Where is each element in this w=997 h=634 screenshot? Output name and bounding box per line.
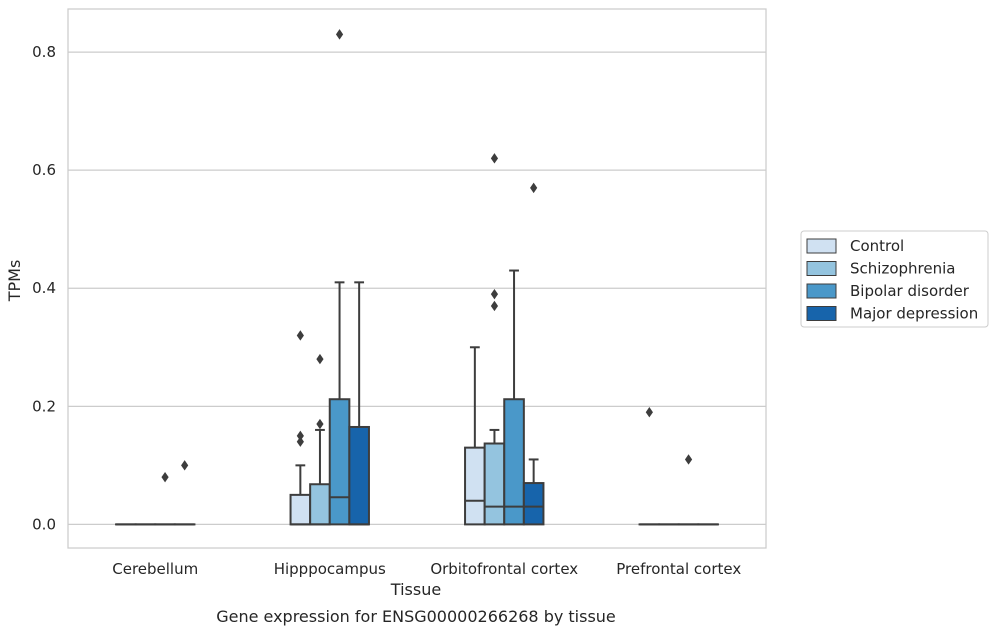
legend-entry: Control: [806, 237, 904, 255]
outlier-point: [490, 153, 499, 164]
box-body: [522, 482, 545, 526]
y-axis-label: TPMs: [5, 260, 24, 303]
gridlines: [68, 51, 766, 526]
legend-entry: Schizophrenia: [806, 260, 955, 278]
box-body: [483, 442, 506, 526]
plot-frame: [67, 8, 767, 549]
box-body: [348, 425, 370, 526]
y-tick-label: 0.6: [32, 161, 56, 179]
legend-frame: [800, 230, 989, 328]
outlier-point: [316, 418, 324, 430]
outlier-point: [684, 454, 693, 465]
legend-entry: Major depression: [806, 305, 978, 323]
y-tick-label: 0.2: [32, 397, 56, 415]
y-tick-label: 0.0: [32, 515, 56, 533]
y-tick-label: 0.8: [32, 43, 56, 61]
outlier-point: [296, 330, 304, 341]
outlier-point: [490, 300, 499, 312]
legend-items: Control Schizophrenia Bipolar disorder Majo…: [806, 237, 978, 323]
outlier-point: [181, 460, 189, 471]
legend-entry: Bipolar disorder: [806, 282, 970, 300]
outlier-point: [161, 471, 169, 483]
x-tick-labels: Cerebellum Hipppocampus Orbitofrontal cort…: [112, 560, 741, 578]
box-3-1: [348, 281, 370, 526]
box-2-0: [154, 471, 176, 526]
outlier-point: [530, 182, 538, 194]
x-tick-label: Cerebellum: [112, 560, 198, 578]
legend-label: Major depression: [850, 305, 978, 323]
box-0-1: [289, 330, 312, 526]
legend-swatch: [806, 283, 837, 299]
legend-swatch: [806, 238, 837, 254]
x-tick-label: Orbitofrontal cortex: [430, 560, 578, 578]
chart-caption: Gene expression for ENSG00000266268 by t…: [216, 607, 616, 626]
box-3-0: [173, 460, 196, 526]
x-axis-label: Tissue: [390, 580, 441, 599]
box-0-2: [464, 346, 486, 526]
box-0-3: [638, 407, 661, 526]
box-body: [503, 398, 525, 526]
y-tick-label: 0.4: [32, 279, 56, 297]
box-body: [328, 398, 351, 526]
box-body: [289, 493, 312, 526]
box-2-1: [328, 29, 351, 526]
box-1-1: [309, 353, 331, 526]
box-2-3: [677, 454, 700, 526]
legend-label: Control: [850, 237, 904, 255]
box-body: [464, 446, 486, 526]
outlier-point: [335, 29, 344, 40]
outlier-point: [490, 288, 499, 300]
legend: Control Schizophrenia Bipolar disorder Majo…: [800, 230, 989, 328]
legend-label: Schizophrenia: [850, 260, 955, 278]
outlier-point: [296, 430, 304, 442]
box-body: [309, 483, 331, 526]
outlier-point: [316, 353, 324, 365]
legend-swatch: [806, 261, 837, 276]
x-tick-label: Hipppocampus: [274, 560, 386, 578]
box-2-2: [503, 269, 525, 526]
y-tick-labels: 0.0 0.2 0.4 0.6 0.8: [32, 43, 56, 533]
outlier-point: [645, 407, 653, 418]
box-1-2: [483, 153, 506, 526]
outlier-point: [296, 436, 304, 447]
legend-swatch: [806, 306, 837, 321]
x-tick-label: Prefrontal cortex: [616, 560, 741, 578]
legend-label: Bipolar disorder: [850, 282, 970, 300]
boxes: [115, 29, 719, 526]
box-3-2: [522, 182, 545, 526]
